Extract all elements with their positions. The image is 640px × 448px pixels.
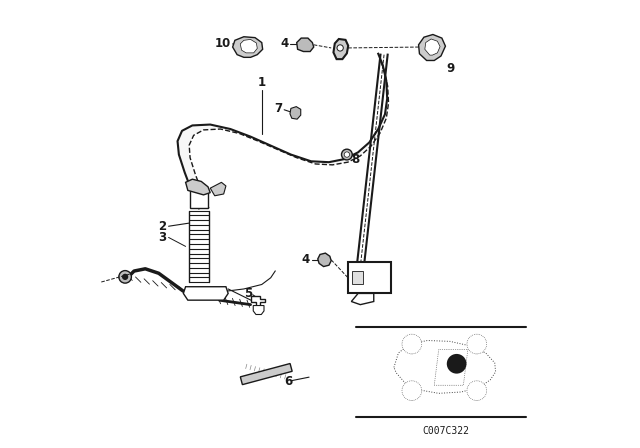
Circle shape	[447, 354, 467, 374]
Polygon shape	[290, 107, 301, 119]
Polygon shape	[333, 39, 348, 59]
Polygon shape	[252, 296, 265, 306]
Text: 7: 7	[275, 102, 283, 115]
Circle shape	[337, 45, 343, 51]
Text: 1: 1	[258, 76, 266, 90]
Circle shape	[402, 334, 422, 354]
Circle shape	[402, 381, 422, 401]
FancyBboxPatch shape	[240, 363, 292, 385]
Polygon shape	[425, 39, 440, 55]
FancyBboxPatch shape	[351, 271, 363, 284]
Polygon shape	[184, 287, 228, 300]
Text: 4: 4	[301, 253, 310, 267]
Text: 10: 10	[214, 37, 230, 51]
Text: 5: 5	[244, 287, 252, 300]
Circle shape	[467, 334, 486, 354]
Text: 8: 8	[352, 152, 360, 166]
Text: 2: 2	[158, 220, 166, 233]
Text: 4: 4	[280, 37, 288, 51]
Polygon shape	[253, 306, 264, 314]
Polygon shape	[394, 340, 495, 393]
Polygon shape	[317, 253, 332, 267]
Circle shape	[344, 152, 349, 157]
Text: 6: 6	[285, 375, 292, 388]
Polygon shape	[419, 34, 445, 60]
Polygon shape	[435, 349, 468, 385]
Text: 9: 9	[447, 61, 455, 75]
Polygon shape	[297, 38, 314, 52]
FancyBboxPatch shape	[348, 262, 390, 293]
Polygon shape	[240, 39, 257, 53]
FancyBboxPatch shape	[190, 190, 208, 208]
Polygon shape	[177, 54, 388, 208]
Circle shape	[342, 149, 352, 160]
Polygon shape	[186, 179, 210, 195]
Text: 3: 3	[158, 231, 166, 244]
Polygon shape	[233, 37, 262, 57]
Polygon shape	[210, 182, 226, 196]
Circle shape	[122, 274, 128, 280]
Text: C007C322: C007C322	[422, 426, 469, 435]
Polygon shape	[351, 293, 374, 305]
Circle shape	[467, 381, 486, 401]
Circle shape	[119, 271, 131, 283]
